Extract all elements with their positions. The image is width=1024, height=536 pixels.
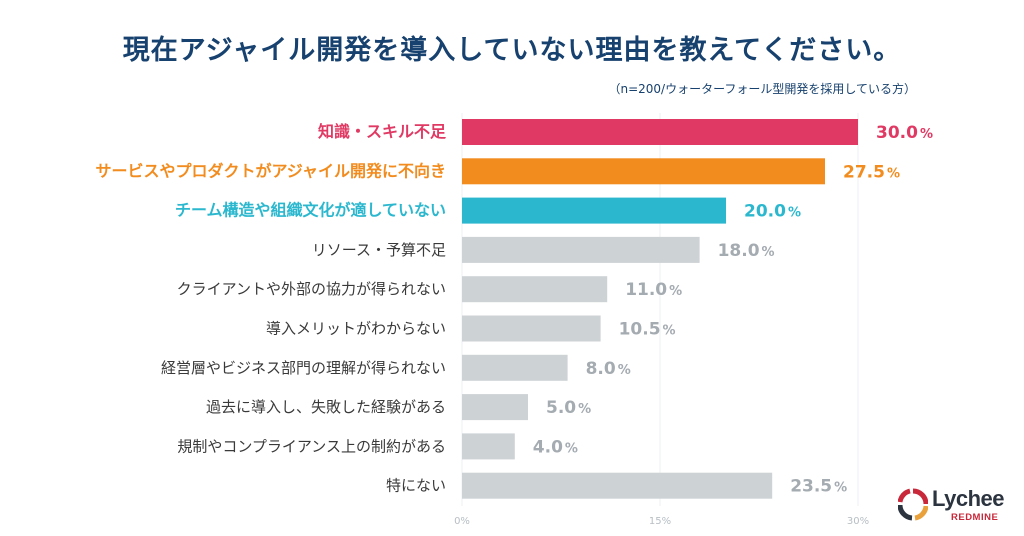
value-label: 8.0% <box>586 359 631 379</box>
category-label: 特にない <box>386 477 446 495</box>
category-label: 知識・スキル不足 <box>318 122 447 141</box>
lychee-logo-icon <box>898 488 928 521</box>
category-labels: 知識・スキル不足サービスやプロダクトがアジャイル開発に不向きチーム構造や組織文化… <box>95 122 447 495</box>
bar <box>462 236 700 263</box>
x-tick-label: 30% <box>847 516 869 527</box>
category-label: クライアントや外部の協力が得られない <box>177 280 446 298</box>
bars <box>462 119 858 499</box>
x-tick-label: 15% <box>649 516 671 527</box>
x-axis-ticks: 0% 15% 30% <box>454 516 869 527</box>
value-label: 18.0% <box>718 241 775 261</box>
chart-subtitle: （n=200/ウォーターフォール型開発を採用している方） <box>608 82 916 96</box>
chart-title: 現在アジャイル開発を導入していない理由を教えてください。 <box>122 35 902 66</box>
value-label: 30.0% <box>876 123 933 143</box>
lychee-redmine-logo: Lychee REDMINE <box>898 486 1018 530</box>
bar <box>462 158 825 185</box>
bar <box>462 394 528 421</box>
value-label: 4.0% <box>533 437 578 457</box>
category-label: 過去に導入し、失敗した経験がある <box>206 398 446 416</box>
value-label: 5.0% <box>546 398 591 418</box>
bar <box>462 354 568 381</box>
value-label: 27.5% <box>843 162 900 182</box>
category-label: 導入メリットがわからない <box>266 320 446 338</box>
logo-name: Lychee <box>932 486 1005 511</box>
logo-subtitle: REDMINE <box>951 512 999 523</box>
value-label: 11.0% <box>625 280 682 300</box>
bar <box>462 119 858 145</box>
value-labels: 30.0 % 27.5 % 20.0 % 18.0 % 11.0 % 10.5 % 8.0 % 5.0 % 4.… <box>533 123 933 497</box>
bar <box>462 472 773 499</box>
bar <box>462 197 726 224</box>
x-tick-label: 0% <box>454 516 470 527</box>
value-label: 20.0% <box>744 202 801 222</box>
value-label: 10.5% <box>619 320 676 340</box>
category-label: 規制やコンプライアンス上の制約がある <box>177 437 446 455</box>
bar <box>462 433 515 460</box>
bar <box>462 276 608 303</box>
value-label: 23.5% <box>790 477 847 497</box>
category-label: サービスやプロダクトがアジャイル開発に不向き <box>95 161 446 180</box>
category-label: チーム構造や組織文化が適していない <box>175 201 446 220</box>
bar <box>462 315 601 342</box>
category-label: リソース・予算不足 <box>312 241 446 259</box>
category-label: 経営層やビジネス部門の理解が得られない <box>161 359 446 377</box>
